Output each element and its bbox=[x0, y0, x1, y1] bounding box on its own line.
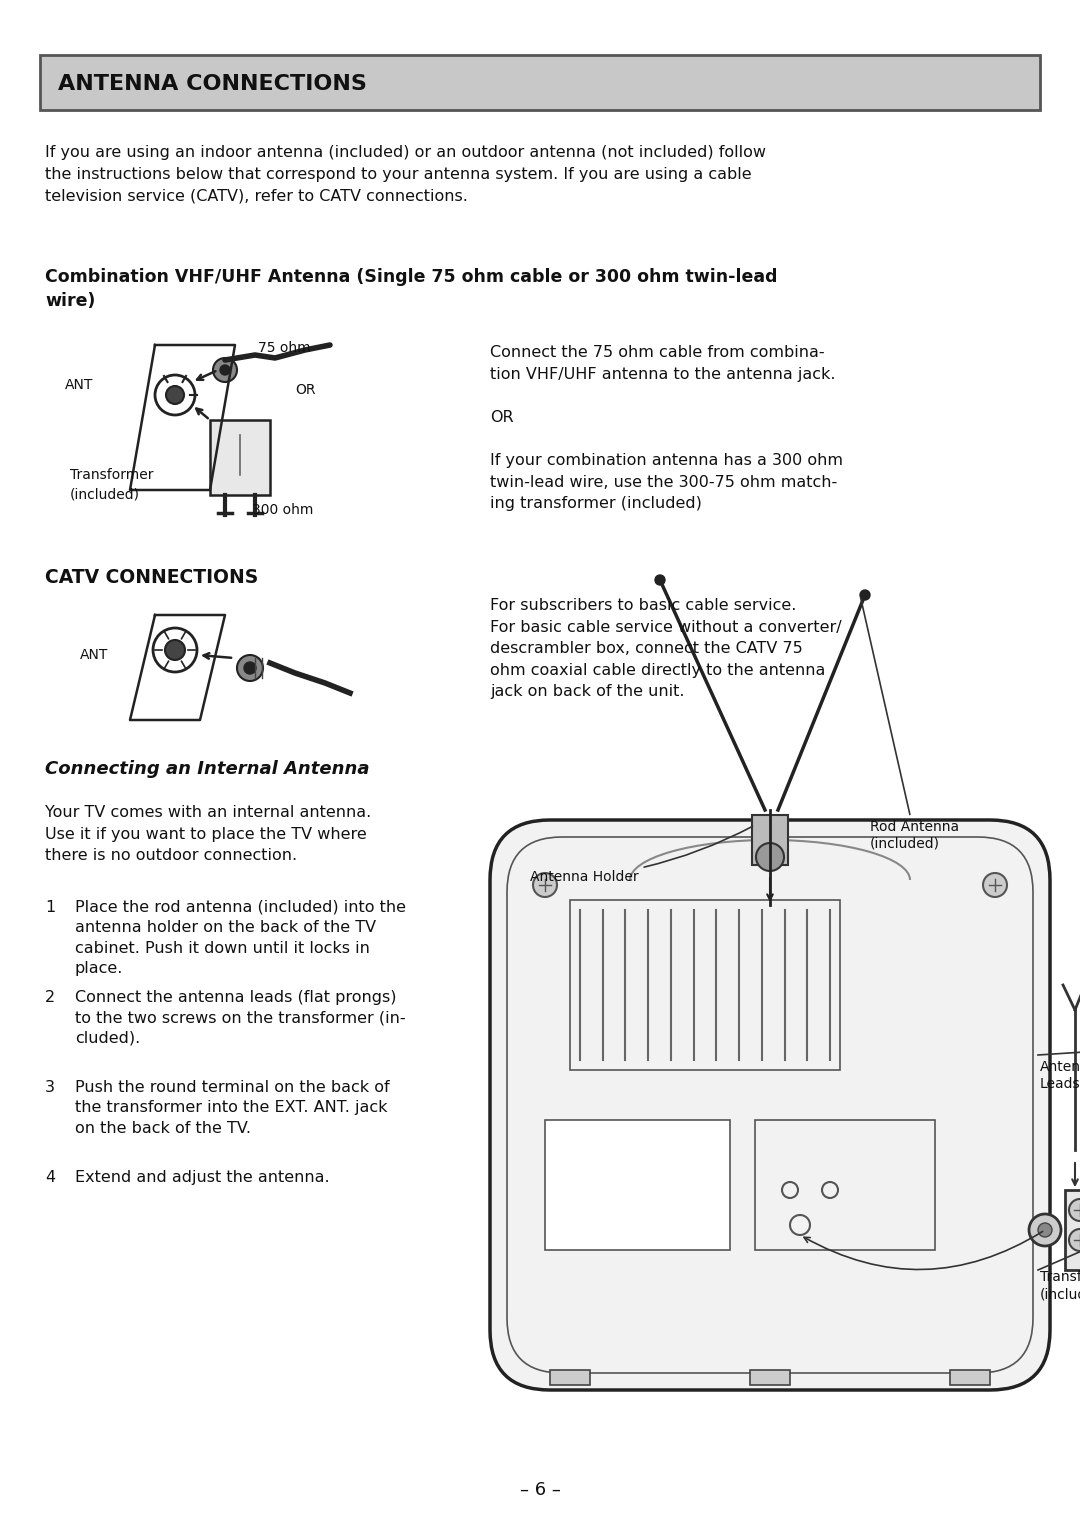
Text: ANT: ANT bbox=[65, 378, 93, 391]
Text: 1: 1 bbox=[45, 901, 55, 914]
Text: (included): (included) bbox=[70, 488, 140, 502]
Circle shape bbox=[237, 654, 264, 680]
Circle shape bbox=[1038, 1223, 1052, 1237]
Text: 3: 3 bbox=[45, 1079, 55, 1095]
Text: 300 ohm: 300 ohm bbox=[252, 503, 313, 517]
Bar bbox=[210, 420, 270, 495]
Text: 4: 4 bbox=[45, 1170, 55, 1185]
Bar bbox=[40, 55, 1040, 110]
Bar bbox=[755, 1121, 935, 1251]
Circle shape bbox=[220, 365, 230, 375]
Text: OR: OR bbox=[295, 382, 315, 398]
Text: Push the round terminal on the back of
the transformer into the EXT. ANT. jack
o: Push the round terminal on the back of t… bbox=[75, 1079, 390, 1136]
Text: Connect the 75 ohm cable from combina-
tion VHF/UHF antenna to the antenna jack.: Connect the 75 ohm cable from combina- t… bbox=[490, 346, 843, 511]
Text: Place the rod antenna (included) into the
antenna holder on the back of the TV
c: Place the rod antenna (included) into th… bbox=[75, 901, 406, 976]
Circle shape bbox=[654, 575, 665, 586]
Text: Connecting an Internal Antenna: Connecting an Internal Antenna bbox=[45, 760, 369, 778]
Bar bbox=[752, 815, 788, 865]
Circle shape bbox=[1069, 1199, 1080, 1222]
FancyBboxPatch shape bbox=[490, 820, 1050, 1390]
Text: ANTENNA CONNECTIONS: ANTENNA CONNECTIONS bbox=[58, 75, 367, 95]
Text: Your TV comes with an internal antenna.
Use it if you want to place the TV where: Your TV comes with an internal antenna. … bbox=[45, 804, 372, 864]
Circle shape bbox=[165, 641, 185, 661]
Circle shape bbox=[1029, 1214, 1061, 1246]
Text: 75 ohm: 75 ohm bbox=[258, 341, 311, 355]
Text: Extend and adjust the antenna.: Extend and adjust the antenna. bbox=[75, 1170, 329, 1185]
Bar bbox=[1065, 1190, 1080, 1271]
Text: Combination VHF/UHF Antenna (Single 75 ohm cable or 300 ohm twin-lead
wire): Combination VHF/UHF Antenna (Single 75 o… bbox=[45, 268, 778, 309]
Bar bbox=[570, 901, 840, 1070]
Text: For subscribers to basic cable service.
For basic cable service without a conver: For subscribers to basic cable service. … bbox=[490, 598, 841, 699]
Text: – 6 –: – 6 – bbox=[519, 1482, 561, 1498]
Circle shape bbox=[1069, 1229, 1080, 1251]
Text: Antenna
Leads: Antenna Leads bbox=[1040, 1060, 1080, 1092]
Circle shape bbox=[244, 662, 256, 674]
Bar bbox=[545, 1121, 730, 1251]
Text: Transformer
(included): Transformer (included) bbox=[1040, 1271, 1080, 1301]
Bar bbox=[550, 1370, 590, 1385]
Text: Transformer: Transformer bbox=[70, 468, 153, 482]
Text: If you are using an indoor antenna (included) or an outdoor antenna (not include: If you are using an indoor antenna (incl… bbox=[45, 145, 766, 203]
Bar bbox=[750, 1370, 789, 1385]
Text: Connect the antenna leads (flat prongs)
to the two screws on the transformer (in: Connect the antenna leads (flat prongs) … bbox=[75, 989, 406, 1046]
Text: Rod Antenna
(included): Rod Antenna (included) bbox=[861, 598, 959, 850]
Circle shape bbox=[534, 873, 557, 898]
Text: Antenna Holder: Antenna Holder bbox=[530, 826, 753, 884]
Circle shape bbox=[213, 358, 237, 382]
Text: 2: 2 bbox=[45, 989, 55, 1005]
Circle shape bbox=[860, 590, 870, 599]
Bar bbox=[950, 1370, 990, 1385]
Text: CATV CONNECTIONS: CATV CONNECTIONS bbox=[45, 567, 258, 587]
Circle shape bbox=[983, 873, 1007, 898]
Circle shape bbox=[166, 385, 184, 404]
Circle shape bbox=[756, 842, 784, 872]
Text: ANT: ANT bbox=[80, 648, 108, 662]
